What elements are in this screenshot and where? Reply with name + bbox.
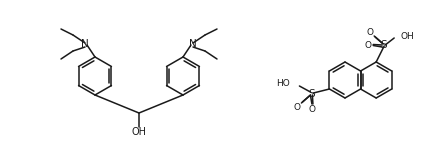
- Text: OH: OH: [400, 32, 414, 41]
- Text: S: S: [308, 89, 315, 99]
- Text: OH: OH: [132, 127, 146, 137]
- Text: O: O: [309, 106, 316, 115]
- Text: HO: HO: [275, 78, 289, 87]
- Text: S: S: [381, 40, 388, 50]
- Text: N: N: [81, 39, 89, 49]
- Text: N: N: [189, 39, 197, 49]
- Text: O: O: [294, 103, 301, 111]
- Text: O: O: [364, 41, 372, 49]
- Text: O: O: [367, 28, 374, 37]
